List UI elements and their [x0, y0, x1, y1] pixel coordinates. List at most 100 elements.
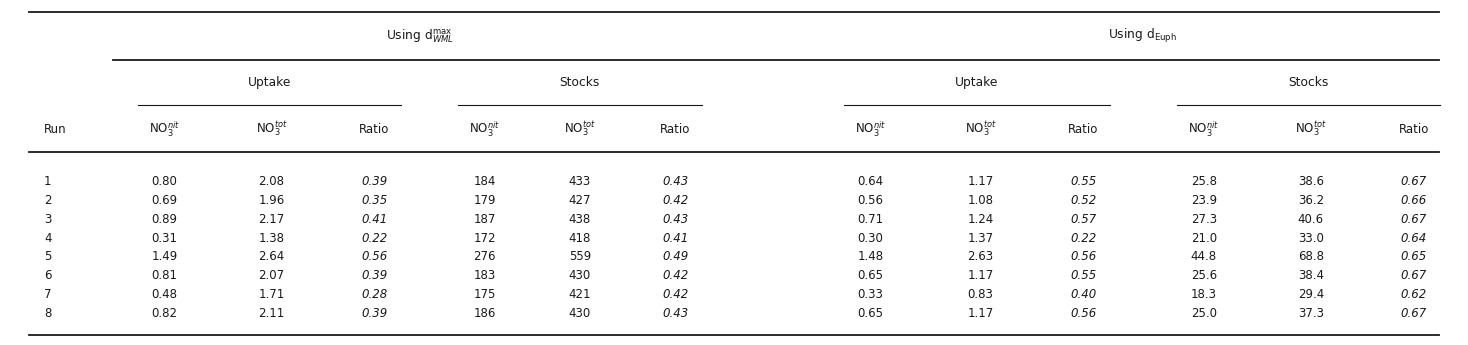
Text: 40.6: 40.6	[1298, 213, 1324, 226]
Text: 559: 559	[568, 250, 592, 264]
Text: 2: 2	[44, 194, 51, 207]
Text: 18.3: 18.3	[1191, 288, 1217, 301]
Text: 0.71: 0.71	[857, 213, 884, 226]
Text: NO$_3^{tot}$: NO$_3^{tot}$	[564, 120, 596, 139]
Text: 27.3: 27.3	[1191, 213, 1217, 226]
Text: 68.8: 68.8	[1298, 250, 1324, 264]
Text: 183: 183	[473, 269, 496, 282]
Text: 0.69: 0.69	[151, 194, 178, 207]
Text: 1.38: 1.38	[258, 231, 285, 245]
Text: 1.48: 1.48	[857, 250, 884, 264]
Text: 0.56: 0.56	[1070, 250, 1097, 264]
Text: 2.17: 2.17	[258, 213, 285, 226]
Text: NO$_3^{nit}$: NO$_3^{nit}$	[1188, 120, 1220, 139]
Text: 0.40: 0.40	[1070, 288, 1097, 301]
Text: 29.4: 29.4	[1298, 288, 1324, 301]
Text: 0.41: 0.41	[361, 213, 388, 226]
Text: 0.81: 0.81	[151, 269, 178, 282]
Text: 3: 3	[44, 213, 51, 226]
Text: 430: 430	[568, 269, 592, 282]
Text: 0.33: 0.33	[857, 288, 884, 301]
Text: 21.0: 21.0	[1191, 231, 1217, 245]
Text: 1.08: 1.08	[967, 194, 994, 207]
Text: 37.3: 37.3	[1298, 307, 1324, 320]
Text: 0.30: 0.30	[857, 231, 884, 245]
Text: 25.0: 25.0	[1191, 307, 1217, 320]
Text: 0.55: 0.55	[1070, 175, 1097, 188]
Text: NO$_3^{nit}$: NO$_3^{nit}$	[468, 120, 501, 139]
Text: 0.35: 0.35	[361, 194, 388, 207]
Text: 0.31: 0.31	[151, 231, 178, 245]
Text: 0.41: 0.41	[662, 231, 688, 245]
Text: 0.39: 0.39	[361, 269, 388, 282]
Text: 421: 421	[568, 288, 592, 301]
Text: 0.56: 0.56	[1070, 307, 1097, 320]
Text: 0.42: 0.42	[662, 194, 688, 207]
Text: 0.43: 0.43	[662, 175, 688, 188]
Text: 38.6: 38.6	[1298, 175, 1324, 188]
Text: Using d$_{\rm Euph}$: Using d$_{\rm Euph}$	[1107, 27, 1177, 45]
Text: 186: 186	[473, 307, 496, 320]
Text: 418: 418	[568, 231, 592, 245]
Text: Run: Run	[44, 123, 66, 136]
Text: NO$_3^{tot}$: NO$_3^{tot}$	[255, 120, 288, 139]
Text: 5: 5	[44, 250, 51, 264]
Text: 0.67: 0.67	[1400, 307, 1427, 320]
Text: 1.37: 1.37	[967, 231, 994, 245]
Text: NO$_3^{nit}$: NO$_3^{nit}$	[148, 120, 181, 139]
Text: NO$_3^{tot}$: NO$_3^{tot}$	[1295, 120, 1327, 139]
Text: 179: 179	[473, 194, 496, 207]
Text: NO$_3^{tot}$: NO$_3^{tot}$	[964, 120, 997, 139]
Text: Ratio: Ratio	[1399, 123, 1428, 136]
Text: 0.67: 0.67	[1400, 175, 1427, 188]
Text: 0.56: 0.56	[361, 250, 388, 264]
Text: 2.64: 2.64	[258, 250, 285, 264]
Text: 0.22: 0.22	[361, 231, 388, 245]
Text: 2.63: 2.63	[967, 250, 994, 264]
Text: 1.71: 1.71	[258, 288, 285, 301]
Text: 0.39: 0.39	[361, 307, 388, 320]
Text: 172: 172	[473, 231, 496, 245]
Text: 2.07: 2.07	[258, 269, 285, 282]
Text: 0.43: 0.43	[662, 213, 688, 226]
Text: 0.82: 0.82	[151, 307, 178, 320]
Text: 33.0: 33.0	[1298, 231, 1324, 245]
Text: 2.11: 2.11	[258, 307, 285, 320]
Text: 187: 187	[473, 213, 496, 226]
Text: 0.55: 0.55	[1070, 269, 1097, 282]
Text: 0.42: 0.42	[662, 269, 688, 282]
Text: 0.43: 0.43	[662, 307, 688, 320]
Text: 0.62: 0.62	[1400, 288, 1427, 301]
Text: 427: 427	[568, 194, 592, 207]
Text: 44.8: 44.8	[1191, 250, 1217, 264]
Text: Ratio: Ratio	[1069, 123, 1098, 136]
Text: 438: 438	[568, 213, 592, 226]
Text: 7: 7	[44, 288, 51, 301]
Text: Stocks: Stocks	[1289, 76, 1329, 89]
Text: 276: 276	[473, 250, 496, 264]
Text: 0.80: 0.80	[151, 175, 178, 188]
Text: 0.49: 0.49	[662, 250, 688, 264]
Text: 0.64: 0.64	[1400, 231, 1427, 245]
Text: 0.65: 0.65	[857, 269, 884, 282]
Text: 0.48: 0.48	[151, 288, 178, 301]
Text: Uptake: Uptake	[956, 76, 998, 89]
Text: 1.17: 1.17	[967, 307, 994, 320]
Text: 433: 433	[568, 175, 592, 188]
Text: Using d$^{\rm max}_{WML}$: Using d$^{\rm max}_{WML}$	[386, 28, 454, 45]
Text: 1.24: 1.24	[967, 213, 994, 226]
Text: 175: 175	[473, 288, 496, 301]
Text: 0.22: 0.22	[1070, 231, 1097, 245]
Text: 0.56: 0.56	[857, 194, 884, 207]
Text: 0.65: 0.65	[1400, 250, 1427, 264]
Text: 38.4: 38.4	[1298, 269, 1324, 282]
Text: 0.39: 0.39	[361, 175, 388, 188]
Text: Ratio: Ratio	[360, 123, 389, 136]
Text: NO$_3^{nit}$: NO$_3^{nit}$	[854, 120, 887, 139]
Text: 430: 430	[568, 307, 592, 320]
Text: 1.96: 1.96	[258, 194, 285, 207]
Text: 36.2: 36.2	[1298, 194, 1324, 207]
Text: 0.67: 0.67	[1400, 269, 1427, 282]
Text: 0.42: 0.42	[662, 288, 688, 301]
Text: 0.57: 0.57	[1070, 213, 1097, 226]
